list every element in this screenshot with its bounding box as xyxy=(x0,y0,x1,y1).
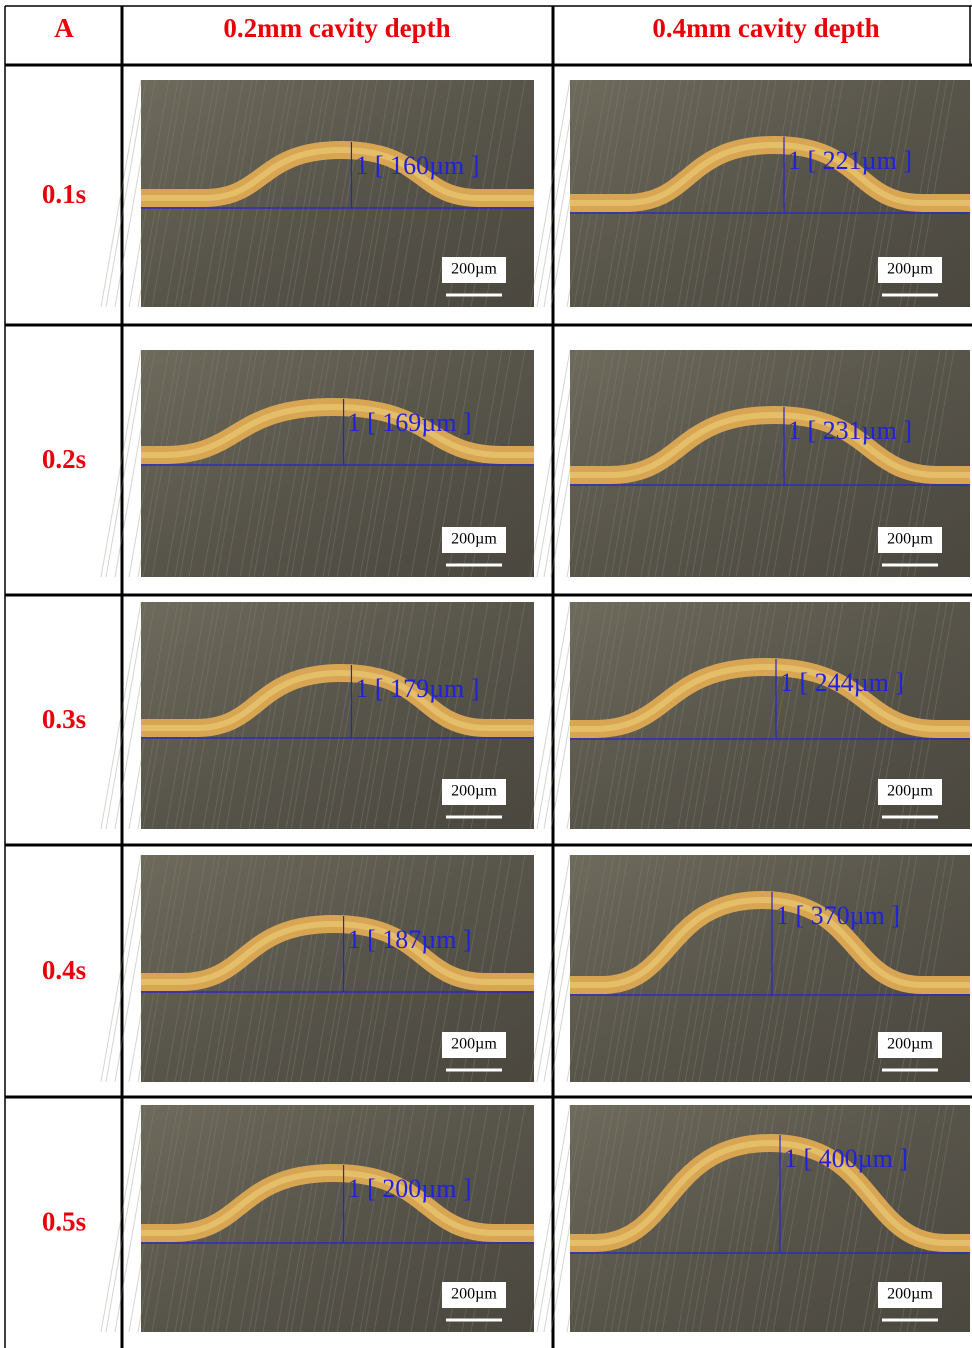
measurement-label: 1 [ 187µm ] xyxy=(348,925,472,954)
measurement-label: 1 [ 400µm ] xyxy=(784,1144,908,1173)
measurement-label: 1 [ 179µm ] xyxy=(355,674,479,703)
row-label: 0.1s xyxy=(42,179,86,209)
micrograph: 1 [ 370µm ] 200µm xyxy=(530,855,970,1082)
scratch xyxy=(106,855,146,1082)
header-cell: 0.2mm cavity depth xyxy=(223,13,450,43)
micrograph: 1 [ 244µm ] 200µm xyxy=(530,602,970,829)
scale-label: 200µm xyxy=(887,1036,933,1053)
header-cell: 0.4mm cavity depth xyxy=(652,13,879,43)
figure-table: A 0.2mm cavity depth 0.4mm cavity depth … xyxy=(0,0,972,1348)
measurement-label: 1 [ 221µm ] xyxy=(788,146,912,175)
row-label: 0.5s xyxy=(42,1207,86,1237)
measurement-label: 1 [ 231µm ] xyxy=(788,416,912,445)
measurement-label: 1 [ 200µm ] xyxy=(348,1174,472,1203)
micrograph: 1 [ 200µm ] 200µm xyxy=(101,1105,534,1332)
scale-label: 200µm xyxy=(887,531,933,548)
header-cell: A xyxy=(54,13,74,43)
scale-label: 200µm xyxy=(887,1286,933,1303)
micrograph: 1 [ 160µm ] 200µm xyxy=(101,80,534,307)
micrograph: 1 [ 400µm ] 200µm xyxy=(530,1105,970,1332)
scale-label: 200µm xyxy=(451,1036,497,1053)
measurement-label: 1 [ 160µm ] xyxy=(355,151,479,180)
measurement-label: 1 [ 370µm ] xyxy=(776,901,900,930)
scratch xyxy=(106,80,146,307)
row-label: 0.4s xyxy=(42,955,86,985)
row-label: 0.3s xyxy=(42,704,86,734)
scale-label: 200µm xyxy=(451,531,497,548)
scale-label: 200µm xyxy=(887,261,933,278)
scratch xyxy=(106,602,146,829)
scale-label: 200µm xyxy=(451,1286,497,1303)
scale-label: 200µm xyxy=(451,261,497,278)
micrograph: 1 [ 231µm ] 200µm xyxy=(530,350,970,577)
row-label: 0.2s xyxy=(42,444,86,474)
measurement-label: 1 [ 244µm ] xyxy=(780,668,904,697)
scale-label: 200µm xyxy=(451,783,497,800)
micrograph: 1 [ 221µm ] 200µm xyxy=(530,80,970,307)
scratch xyxy=(106,350,146,577)
scratch xyxy=(106,1105,146,1332)
micrograph: 1 [ 187µm ] 200µm xyxy=(101,855,534,1082)
scale-label: 200µm xyxy=(887,783,933,800)
micrograph: 1 [ 169µm ] 200µm xyxy=(101,350,534,577)
measurement-label: 1 [ 169µm ] xyxy=(348,408,472,437)
micrograph: 1 [ 179µm ] 200µm xyxy=(101,602,534,829)
